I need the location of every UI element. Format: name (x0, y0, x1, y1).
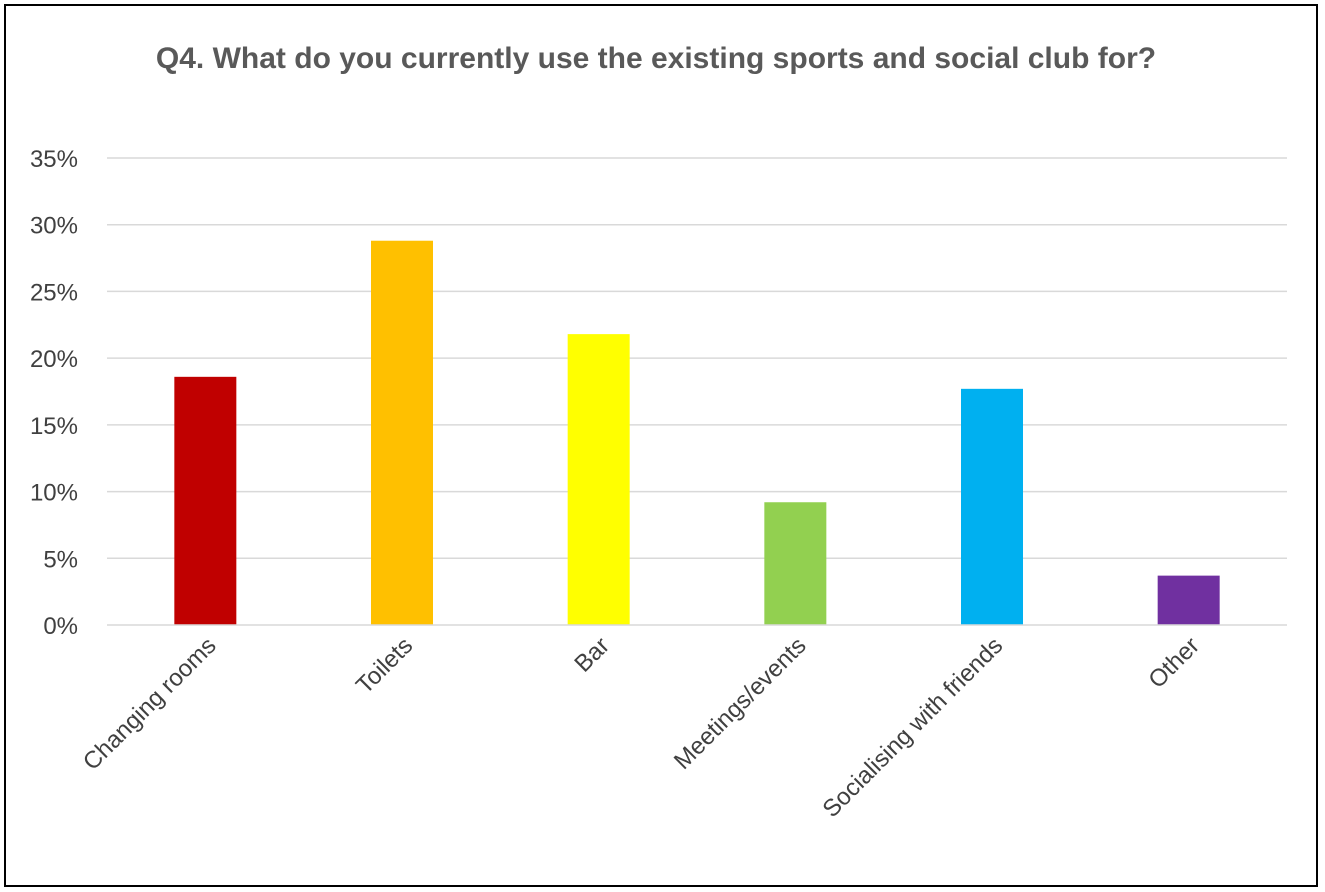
bar (174, 376, 237, 625)
y-tick-label: 20% (30, 346, 78, 373)
y-tick-label: 5% (43, 546, 78, 573)
bar (764, 502, 827, 625)
x-category-label: Meetings/events (669, 632, 812, 775)
x-axis-categories: Changing rooms Toilets Bar Meetings/events S… (78, 632, 1205, 823)
x-category-label: Toilets (351, 632, 418, 699)
x-category-label: Changing rooms (78, 632, 222, 776)
y-tick-label: 30% (30, 213, 78, 240)
x-category-label: Socialising with friends (817, 632, 1008, 823)
gridlines (107, 157, 1287, 560)
chart-title: Q4. What do you currently use the existi… (155, 42, 1157, 75)
x-category-label: Bar (569, 632, 615, 678)
bar (371, 240, 433, 625)
bar (567, 334, 630, 625)
y-tick-label: 15% (30, 413, 78, 440)
bar (1157, 575, 1220, 625)
y-tick-label: 25% (30, 279, 78, 306)
bars (174, 240, 1220, 625)
x-category-label: Other (1143, 632, 1205, 694)
y-axis-ticks: 0% 5% 10% 15% 20% 25% 30% 35% (30, 146, 78, 640)
y-tick-label: 35% (30, 146, 78, 173)
bar (961, 388, 1023, 625)
y-tick-label: 0% (43, 613, 78, 640)
y-tick-label: 10% (30, 480, 78, 507)
